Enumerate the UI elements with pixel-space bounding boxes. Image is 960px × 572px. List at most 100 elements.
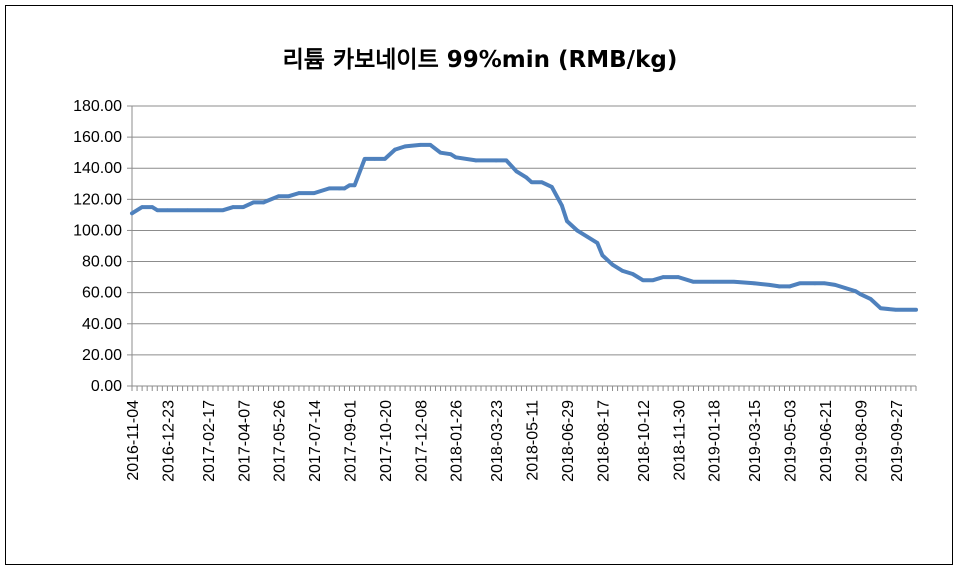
y-tick-label: 160.00 xyxy=(73,129,122,146)
x-tick-label: 2017-10-20 xyxy=(378,400,395,482)
data-point xyxy=(474,158,478,163)
x-tick-label: 2019-09-27 xyxy=(889,400,906,482)
x-tick-label: 2017-12-08 xyxy=(413,400,430,482)
data-point xyxy=(767,283,772,287)
data-point xyxy=(732,279,736,284)
data-point xyxy=(155,208,160,213)
data-point xyxy=(711,279,716,284)
data-point xyxy=(575,228,579,233)
y-tick-label: 40.00 xyxy=(82,316,122,333)
data-point xyxy=(352,183,357,188)
data-point xyxy=(524,175,529,180)
x-tick-label: 2018-03-23 xyxy=(489,400,506,482)
data-point xyxy=(453,155,458,160)
data-point xyxy=(550,185,554,189)
data-point xyxy=(560,203,564,208)
data-point xyxy=(752,281,756,286)
data-point xyxy=(342,186,347,191)
data-point xyxy=(428,143,433,147)
data-point xyxy=(337,186,342,191)
data-point xyxy=(853,289,858,293)
data-point xyxy=(914,307,918,312)
x-tick-label: 2017-07-14 xyxy=(307,400,324,482)
data-point xyxy=(261,200,266,205)
data-point xyxy=(494,158,498,163)
data-point xyxy=(362,157,367,161)
x-tick-label: 2017-05-26 xyxy=(272,400,289,482)
data-point xyxy=(529,180,534,185)
data-point xyxy=(676,275,681,279)
data-point xyxy=(661,275,665,279)
x-tick-label: 2019-05-03 xyxy=(783,400,800,482)
data-point xyxy=(231,205,235,209)
x-tick-labels: 2016-11-04 2016-12-23 2017-02-17 2017-04-07… xyxy=(125,400,906,482)
x-tick-label: 2017-02-17 xyxy=(201,400,218,482)
data-point xyxy=(595,241,600,245)
data-point xyxy=(438,150,443,155)
x-tick-label: 2018-11-30 xyxy=(671,400,688,481)
data-point xyxy=(276,194,281,199)
data-point xyxy=(185,208,190,213)
data-point xyxy=(620,269,625,273)
data-point xyxy=(372,157,377,161)
x-tick-label: 2018-05-11 xyxy=(525,400,542,481)
chart-title: 리튬 카보네이트 99%min (RMB/kg) xyxy=(282,47,678,73)
data-point xyxy=(843,286,847,290)
data-point xyxy=(347,183,352,188)
y-tick-label: 60.00 xyxy=(82,285,122,302)
chart-svg: 0.00 20.00 40.00 60.00 80.00 100.00 120.00 140.… xyxy=(73,98,918,482)
series xyxy=(130,142,918,312)
data-point xyxy=(312,191,316,195)
y-tick-label: 0.00 xyxy=(91,378,122,395)
data-point xyxy=(140,205,144,209)
data-point xyxy=(150,205,155,209)
data-point xyxy=(868,297,873,301)
x-tick-label: 2018-10-12 xyxy=(636,400,653,482)
data-point xyxy=(383,157,387,161)
y-tick-label: 120.00 xyxy=(73,191,122,208)
data-point xyxy=(297,191,301,195)
x-tick-label: 2019-06-21 xyxy=(818,400,835,482)
x-tick-label: 2019-01-18 xyxy=(707,400,724,482)
x-tick-label: 2018-08-17 xyxy=(595,400,612,482)
data-point xyxy=(251,200,256,205)
x-tick-label: 2017-04-07 xyxy=(236,400,253,482)
data-point xyxy=(448,152,453,157)
gridlines xyxy=(132,105,916,356)
data-point xyxy=(833,283,837,287)
axes xyxy=(127,105,917,391)
data-point xyxy=(813,281,817,286)
data-point xyxy=(651,278,655,283)
data-point xyxy=(823,281,827,286)
data-point xyxy=(858,292,863,297)
x-tick-label: 2019-03-15 xyxy=(747,400,764,482)
data-point xyxy=(327,186,332,191)
data-point xyxy=(797,281,802,286)
x-tick-label: 2019-08-09 xyxy=(853,400,870,482)
data-point xyxy=(610,262,615,267)
y-tick-label: 80.00 xyxy=(82,254,122,271)
data-point xyxy=(418,143,423,147)
data-point xyxy=(787,284,792,289)
data-point xyxy=(630,272,635,276)
data-point xyxy=(565,219,569,223)
data-point xyxy=(691,279,696,284)
y-tick-labels: 0.00 20.00 40.00 60.00 80.00 100.00 120.00 140.… xyxy=(73,98,122,395)
data-point xyxy=(893,307,898,312)
data-point xyxy=(585,234,590,239)
x-tick-label: 2018-06-29 xyxy=(560,400,577,482)
x-tick-label: 2017-09-01 xyxy=(342,400,359,482)
x-tick-label: 2016-11-04 xyxy=(125,400,142,481)
data-point xyxy=(403,144,407,149)
data-point xyxy=(878,306,883,311)
data-point xyxy=(130,211,134,216)
y-tick-label: 180.00 xyxy=(73,98,122,115)
chart-frame: 리튬 카보네이트 99%min (RMB/kg) 0.00 20.00 40.00 6… xyxy=(5,5,953,565)
data-point xyxy=(514,169,519,174)
data-point xyxy=(504,158,509,163)
data-point xyxy=(165,208,170,213)
y-tick-label: 140.00 xyxy=(73,160,122,177)
data-point xyxy=(600,253,605,258)
data-point xyxy=(539,180,544,185)
data-point xyxy=(287,194,291,199)
